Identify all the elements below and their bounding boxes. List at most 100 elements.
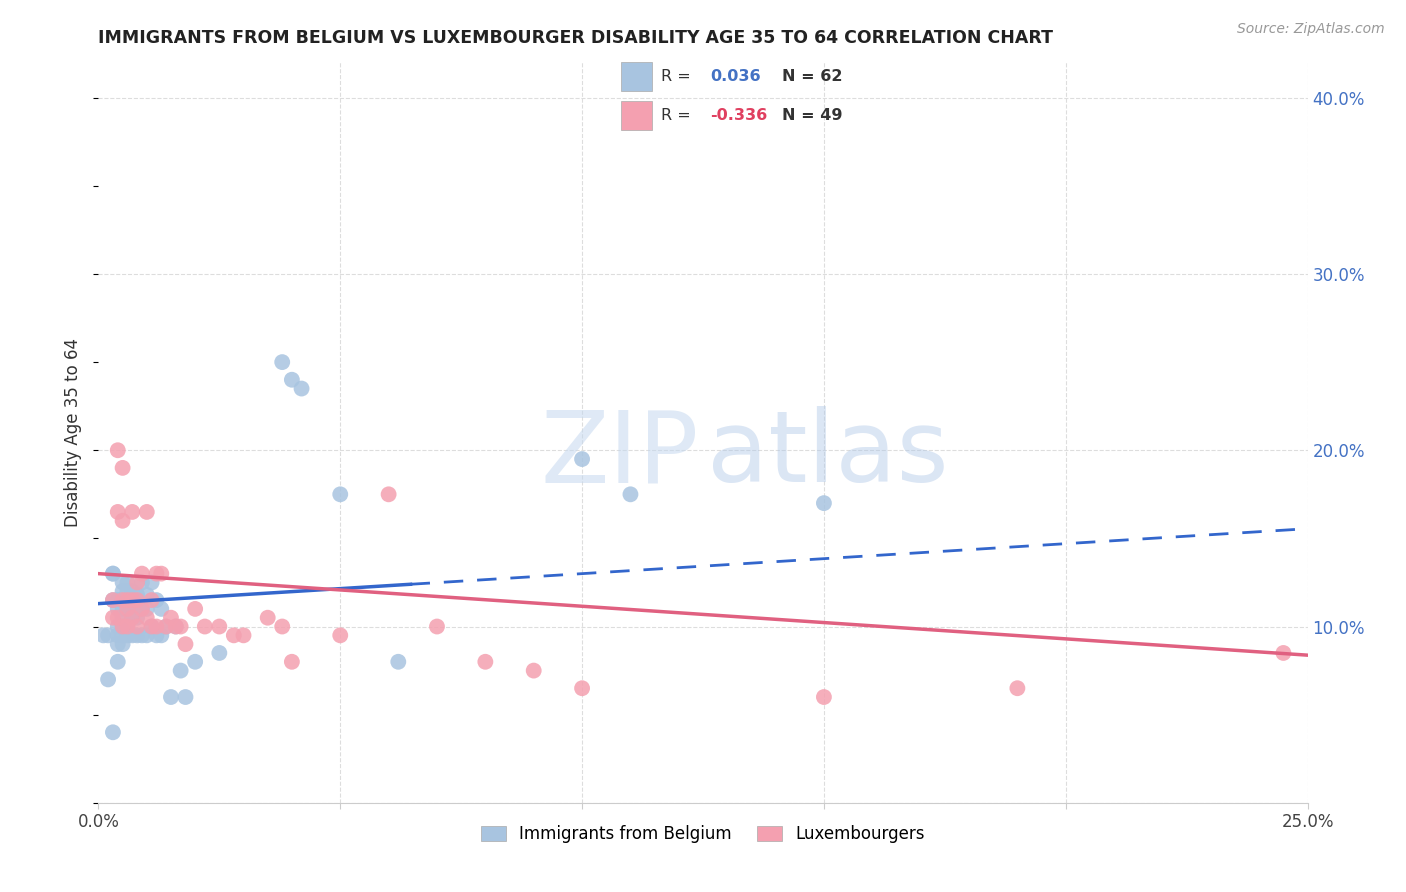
Point (174, 690, 197, 704)
Point (131, 575, 153, 590)
Point (101, 725, 124, 739)
Point (184, 602, 207, 616)
Text: 0.036: 0.036 (710, 69, 761, 84)
Point (111, 593, 134, 607)
Point (107, 655, 129, 669)
Point (131, 628, 153, 642)
Point (150, 602, 173, 616)
Point (127, 628, 149, 642)
Legend: Immigrants from Belgium, Luxembourgers: Immigrants from Belgium, Luxembourgers (474, 819, 932, 850)
Point (165, 619, 187, 633)
Point (523, 664, 546, 678)
Text: atlas: atlas (707, 407, 948, 503)
Point (619, 487, 641, 501)
Point (281, 655, 304, 669)
Text: ZIP: ZIP (541, 407, 699, 503)
Point (111, 619, 134, 633)
Point (160, 690, 183, 704)
Point (160, 610, 183, 624)
Point (127, 575, 149, 590)
Point (107, 628, 129, 642)
Text: -0.336: -0.336 (710, 108, 768, 123)
Point (111, 514, 134, 528)
Point (107, 610, 129, 624)
Point (111, 461, 134, 475)
Point (135, 505, 157, 519)
Point (194, 619, 217, 633)
Point (127, 619, 149, 633)
Point (107, 593, 129, 607)
Point (145, 619, 167, 633)
Point (141, 619, 163, 633)
Point (813, 690, 835, 704)
Point (111, 619, 134, 633)
Point (127, 593, 149, 607)
Point (387, 655, 409, 669)
Point (121, 610, 143, 624)
Point (111, 637, 134, 651)
Point (121, 505, 143, 519)
Point (107, 602, 129, 616)
Point (281, 373, 304, 387)
Point (107, 443, 129, 458)
Text: IMMIGRANTS FROM BELGIUM VS LUXEMBOURGER DISABILITY AGE 35 TO 64 CORRELATION CHAR: IMMIGRANTS FROM BELGIUM VS LUXEMBOURGER … (98, 29, 1053, 47)
Point (169, 619, 191, 633)
Point (101, 566, 124, 581)
Point (135, 588, 157, 602)
Point (377, 487, 399, 501)
Point (107, 593, 129, 607)
Point (256, 610, 278, 624)
Point (111, 602, 134, 616)
Point (121, 610, 143, 624)
Point (813, 496, 835, 510)
Point (121, 593, 143, 607)
Point (141, 593, 163, 607)
Point (111, 628, 134, 642)
Point (121, 593, 143, 607)
Point (131, 566, 153, 581)
Point (117, 575, 139, 590)
Point (571, 452, 593, 467)
Point (117, 602, 139, 616)
Point (107, 619, 129, 633)
Point (150, 566, 173, 581)
Text: R =: R = (661, 108, 696, 123)
Point (169, 664, 191, 678)
Point (131, 602, 153, 616)
Point (155, 619, 177, 633)
Point (127, 588, 149, 602)
Point (117, 593, 139, 607)
Point (101, 566, 124, 581)
Point (111, 584, 134, 599)
Point (208, 646, 231, 660)
Point (121, 584, 143, 599)
Point (1007, 681, 1029, 696)
Point (111, 610, 134, 624)
Point (127, 599, 149, 613)
Point (111, 593, 134, 607)
Point (141, 619, 163, 633)
Point (174, 637, 197, 651)
Point (117, 619, 139, 633)
Point (107, 505, 129, 519)
Point (141, 575, 163, 590)
Point (101, 593, 124, 607)
Point (145, 593, 167, 607)
Point (222, 628, 245, 642)
Point (184, 655, 207, 669)
Point (145, 628, 167, 642)
Point (107, 637, 129, 651)
Point (145, 566, 167, 581)
Bar (621, 101, 652, 130)
Text: R =: R = (661, 69, 696, 84)
Point (135, 610, 157, 624)
Point (271, 619, 294, 633)
Point (117, 628, 139, 642)
Text: N = 49: N = 49 (782, 108, 842, 123)
Point (117, 619, 139, 633)
Point (426, 619, 449, 633)
Text: Source: ZipAtlas.com: Source: ZipAtlas.com (1237, 22, 1385, 37)
Point (290, 382, 312, 396)
Point (101, 593, 124, 607)
Point (97, 628, 120, 642)
